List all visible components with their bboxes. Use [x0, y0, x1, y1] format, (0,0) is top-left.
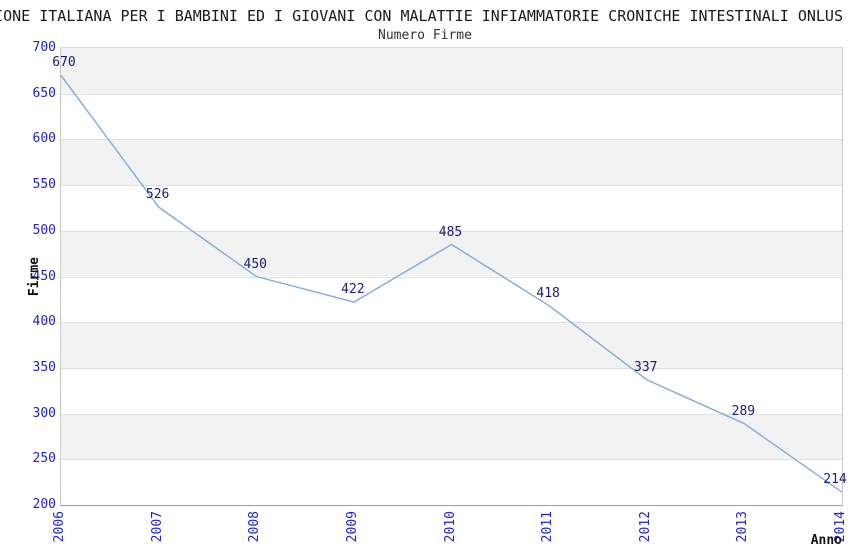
point-label: 418	[536, 285, 560, 301]
x-tick-label: 2010	[442, 511, 458, 543]
y-tick-label: 250	[32, 451, 56, 467]
gridline	[61, 367, 842, 369]
point-label: 670	[52, 55, 76, 71]
x-axis-label: Anno	[810, 533, 842, 548]
point-label: 214	[823, 472, 847, 488]
point-label: 289	[731, 403, 756, 419]
plot-band	[61, 459, 842, 505]
y-tick-label: 300	[32, 405, 56, 421]
chart-title: IONE ITALIANA PER I BAMBINI ED I GIOVANI…	[0, 7, 843, 25]
x-tick-label: 2009	[344, 511, 360, 543]
plot-band	[61, 276, 842, 323]
plot-band	[61, 413, 842, 460]
x-tick-label: 2012	[637, 511, 653, 543]
plot-band	[61, 139, 842, 186]
gridline	[61, 185, 842, 187]
point-label: 337	[634, 359, 658, 375]
x-tick-label: 2006	[52, 511, 67, 543]
plot-band	[61, 93, 842, 140]
point-label: 485	[438, 224, 463, 240]
gridline	[61, 276, 842, 278]
series-polyline	[61, 74, 842, 493]
y-tick-label: 450	[32, 268, 56, 284]
line-series	[61, 74, 842, 493]
plot-band	[61, 322, 842, 368]
y-tick-label: 400	[32, 314, 56, 330]
y-tick-label: 700	[32, 40, 56, 55]
y-tick-label: 550	[32, 177, 56, 193]
y-axis-label: Firme	[27, 257, 42, 297]
gridline	[61, 322, 842, 324]
gridline	[61, 93, 842, 95]
y-tick-label: 350	[32, 359, 56, 375]
plot-band	[61, 230, 842, 277]
plot-band	[61, 48, 842, 94]
plot-band	[61, 185, 842, 231]
gridline	[61, 413, 842, 415]
gridline	[61, 230, 842, 232]
point-label: 422	[341, 282, 365, 298]
x-tick-label: 2007	[149, 511, 165, 543]
y-tick-label: 200	[32, 497, 56, 512]
x-tick-label: 2008	[247, 511, 263, 543]
y-tick-label: 650	[32, 85, 56, 101]
y-tick-label: 600	[32, 131, 56, 147]
plot-band	[61, 367, 842, 414]
gridline	[61, 139, 842, 141]
plot-area	[60, 47, 843, 506]
point-label: 450	[243, 256, 267, 272]
gridline	[61, 459, 842, 461]
point-label: 526	[145, 187, 170, 203]
x-tick-label: 2011	[540, 511, 556, 543]
y-tick-label: 500	[32, 222, 56, 238]
x-tick-label: 2013	[735, 511, 751, 543]
chart-subtitle: Numero Firme	[378, 28, 472, 43]
